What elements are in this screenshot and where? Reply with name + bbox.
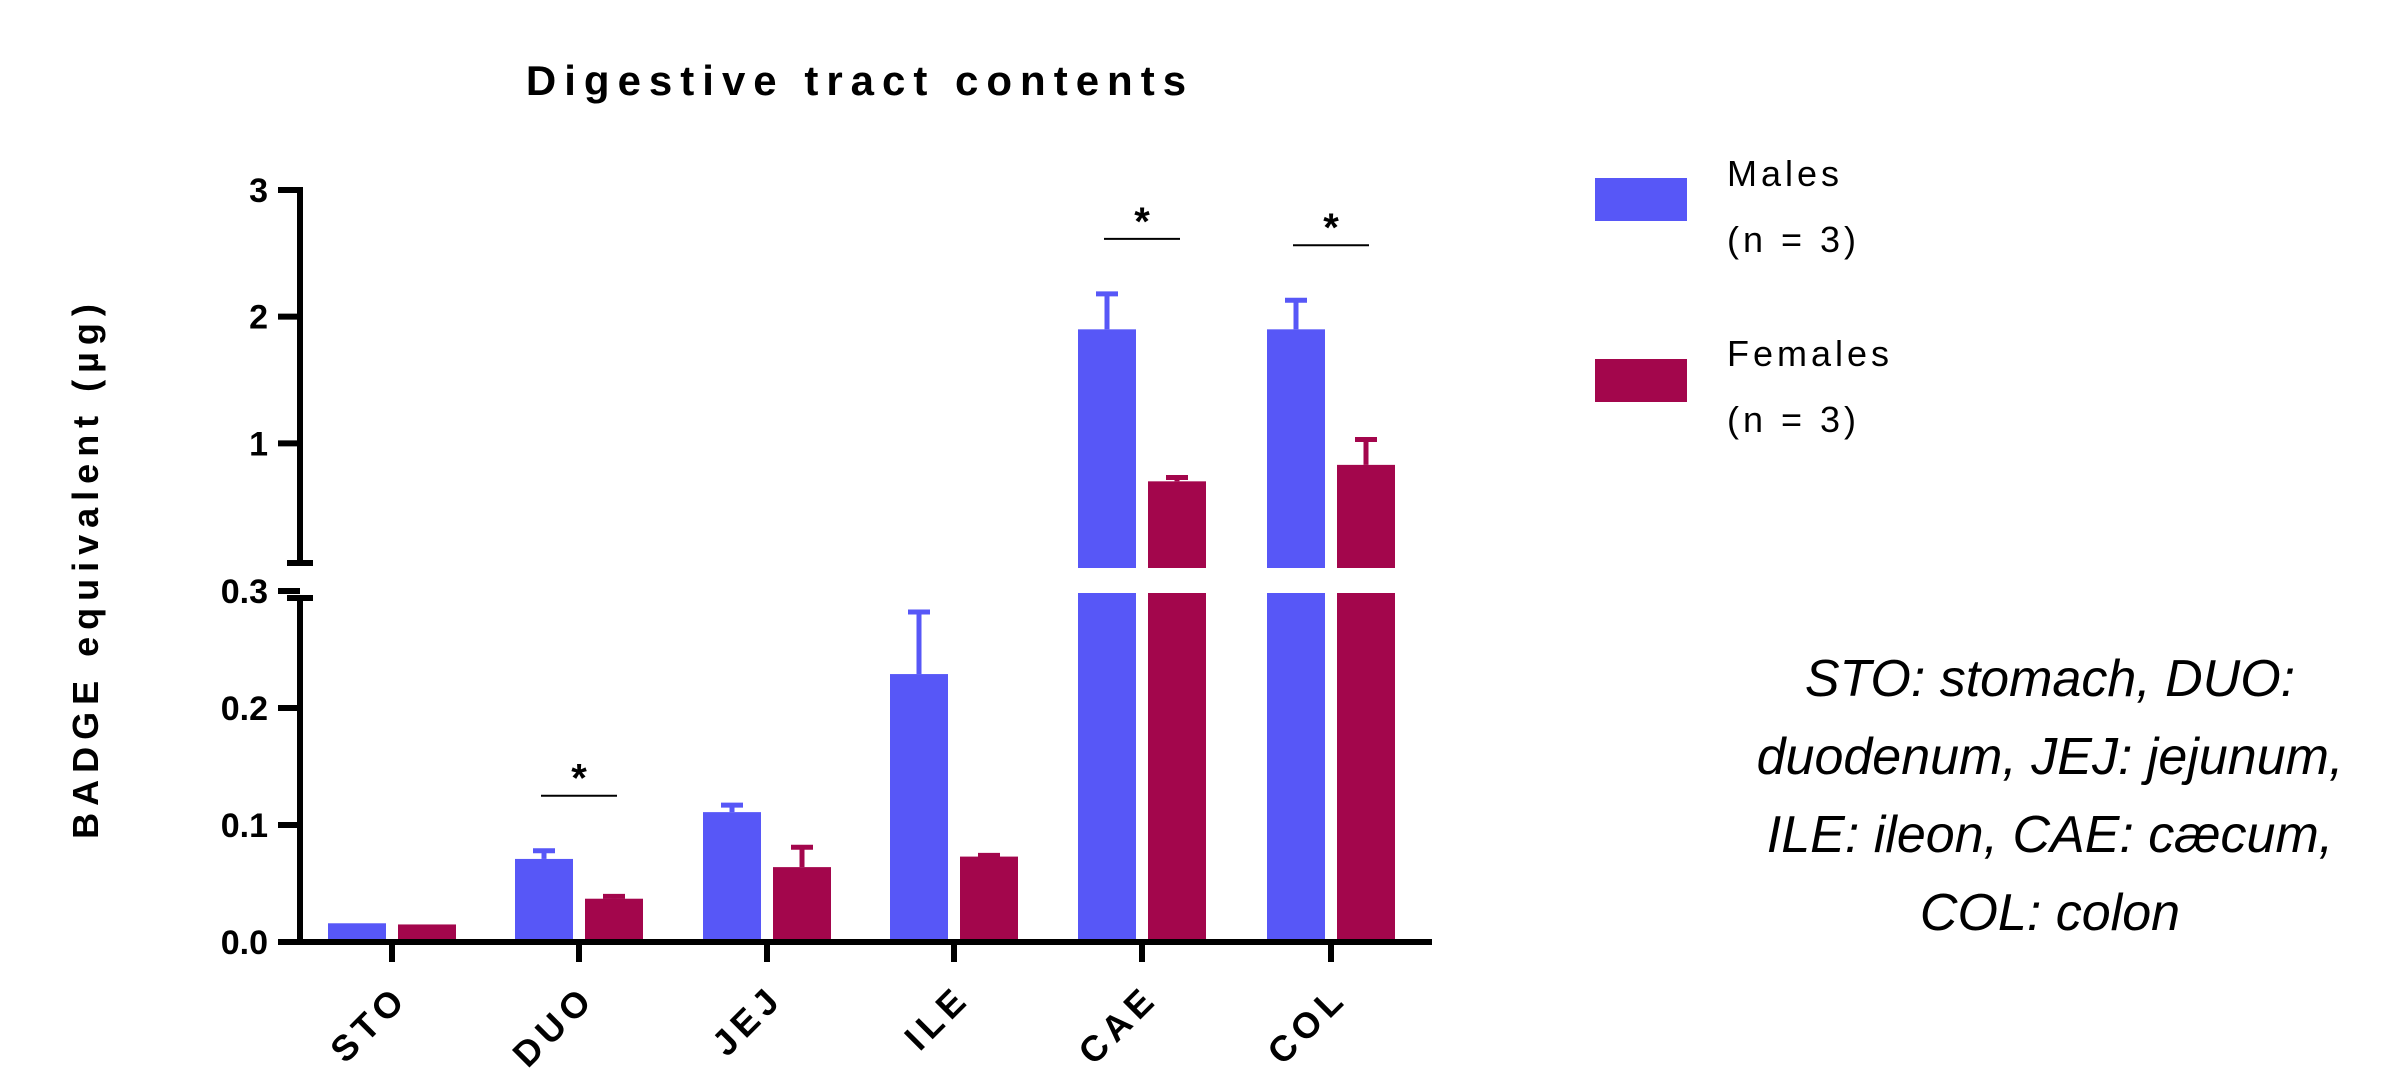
legend-swatch-males: [1595, 178, 1687, 221]
x-tick-label-ile: ILE: [896, 977, 977, 1058]
error-bar-females-ile: [978, 852, 1000, 858]
error-bar-females-cae: [1166, 475, 1188, 482]
bar-females-ile: [960, 856, 1018, 942]
bar-females-col-upper: [1337, 464, 1395, 568]
bars-layer: [328, 291, 1395, 942]
legend-label-males: Males: [1727, 153, 1843, 194]
x-ticks-layer: STO DUO JEJ ILE CAE COL: [322, 942, 1355, 1075]
bar-males-cae-lower: [1078, 593, 1136, 942]
error-bar-males-cae: [1096, 291, 1118, 330]
error-bar-males-jej: [721, 802, 743, 813]
chart-title: Digestive tract contents: [526, 57, 1194, 104]
y-tick-label: 1: [249, 425, 268, 463]
legend-label-females: Females: [1727, 333, 1893, 374]
y-tick-label: 3: [249, 172, 268, 210]
bar-males-sto: [328, 923, 386, 942]
y-axis-label: BADGE equivalent (µg): [65, 297, 106, 839]
bar-males-col-upper: [1267, 329, 1325, 568]
y-ticks-layer: 0.0 0.1 0.2 0.3 1 2 3: [221, 172, 300, 962]
y-tick-label: 2: [249, 299, 268, 337]
axes-layer: [287, 187, 1432, 945]
x-tick-label-jej: JEJ: [704, 977, 791, 1064]
bar-males-duo: [515, 858, 573, 942]
error-bar-females-duo: [603, 893, 625, 899]
legend: Males (n = 3) Females (n = 3): [1595, 153, 1893, 440]
bar-males-cae-upper: [1078, 329, 1136, 568]
y-tick-label: 0.2: [221, 690, 268, 728]
legend-swatch-females: [1595, 359, 1687, 402]
bar-males-jej: [703, 812, 761, 942]
significance-star-cae: *: [1134, 200, 1150, 244]
x-tick-label-cae: CAE: [1070, 977, 1165, 1072]
error-bar-females-jej: [791, 844, 813, 868]
x-tick-label-duo: DUO: [504, 977, 602, 1075]
error-bar-males-ile: [908, 609, 930, 675]
error-bar-males-col: [1285, 297, 1307, 330]
y-tick-label: 0.0: [221, 924, 268, 962]
bar-males-ile: [890, 674, 948, 942]
significance-star-col: *: [1323, 206, 1339, 250]
significance-layer: * * *: [541, 200, 1369, 801]
footnote: STO: stomach, DUO: duodenum, JEJ: jejunu…: [1756, 650, 2344, 942]
bar-females-col-lower: [1337, 593, 1395, 942]
bar-males-col-lower: [1267, 593, 1325, 942]
significance-star-duo: *: [571, 757, 587, 801]
bar-females-sto: [398, 924, 456, 942]
x-tick-label-col: COL: [1259, 977, 1354, 1072]
error-bar-males-duo: [533, 848, 555, 859]
bar-females-jej: [773, 867, 831, 942]
x-tick-label-sto: STO: [322, 977, 416, 1071]
bar-females-cae-lower: [1148, 593, 1206, 942]
y-tick-label: 0.1: [221, 807, 268, 845]
bar-females-duo: [585, 898, 643, 942]
y-tick-label: 0.3: [221, 573, 268, 611]
legend-sub-males: (n = 3): [1727, 219, 1860, 260]
legend-sub-females: (n = 3): [1727, 399, 1860, 440]
error-bar-females-col: [1355, 437, 1377, 465]
bar-females-cae-upper: [1148, 481, 1206, 568]
